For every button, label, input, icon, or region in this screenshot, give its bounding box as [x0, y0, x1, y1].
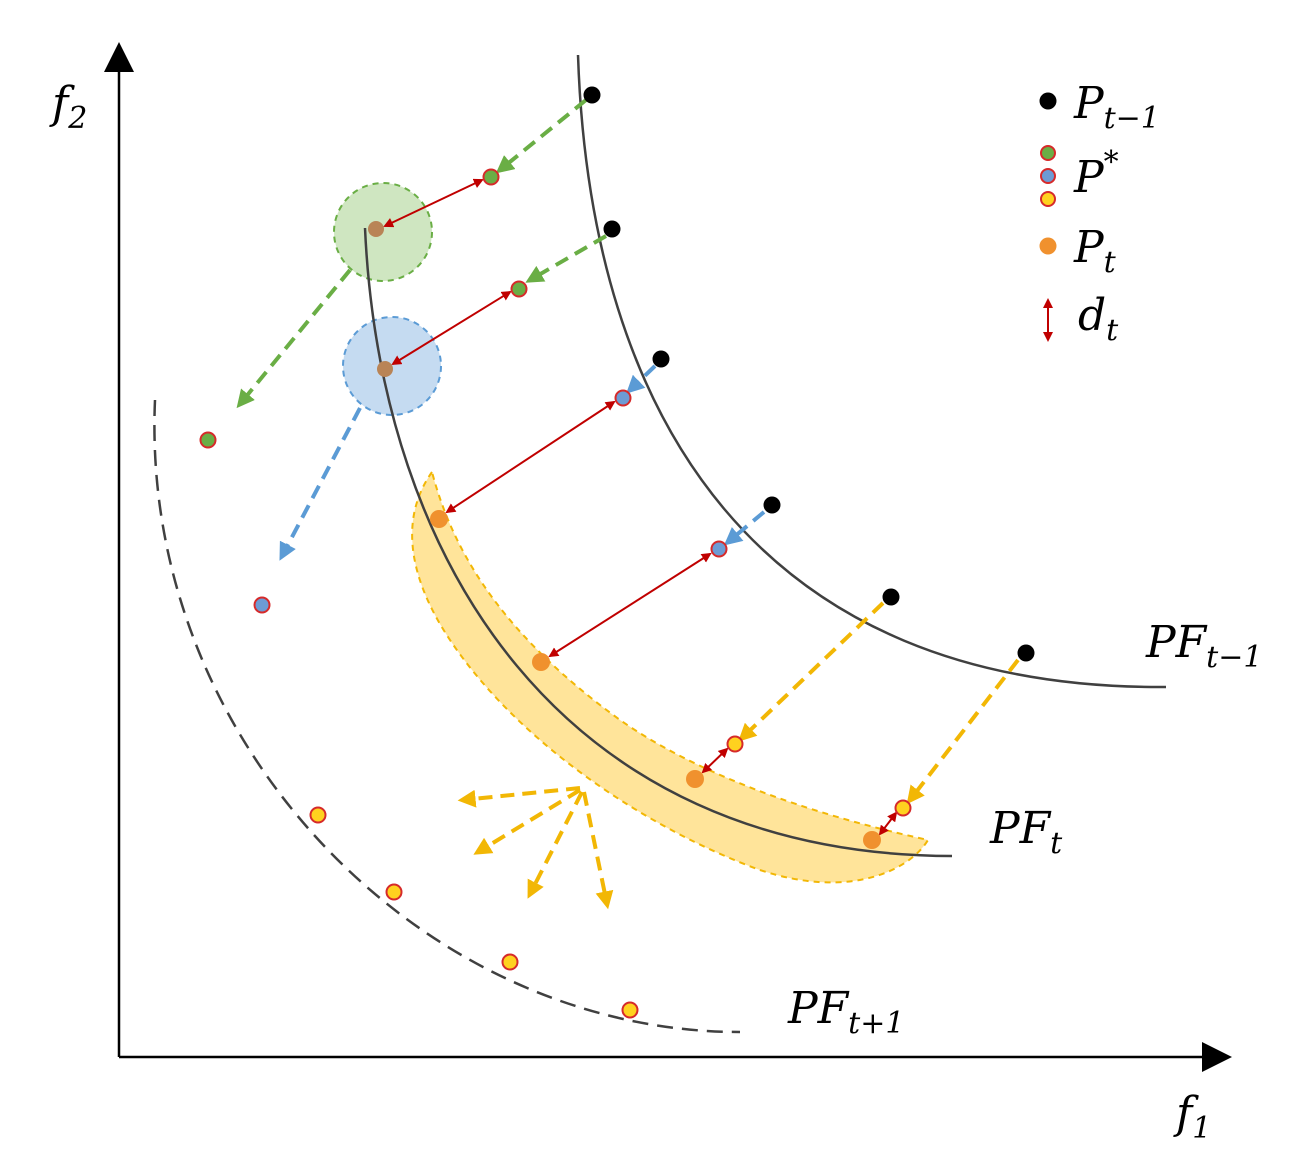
front-prev-curve	[576, 54, 1167, 689]
x-axis-label: f1	[1173, 1088, 1211, 1146]
yellow-burst-2	[473, 788, 582, 855]
prev-point	[583, 86, 601, 104]
blue-arrow-1	[626, 364, 657, 394]
green-move-arrows	[236, 98, 608, 409]
current-point	[863, 831, 881, 849]
predicted-point	[726, 735, 744, 753]
legend-current-marker	[1039, 237, 1057, 255]
predicted-point	[621, 1001, 639, 1019]
legend-predicted-green-marker	[1040, 145, 1056, 161]
current-point	[430, 510, 448, 528]
legend-predicted-yellow-marker	[1040, 191, 1056, 207]
legend-prev-label: Pt−1	[1073, 78, 1160, 136]
predicted-yellow-points	[309, 735, 912, 1019]
legend-distance-label: dt	[1078, 290, 1119, 348]
distance-arrow-3	[445, 400, 616, 514]
green-arrow-3	[236, 268, 352, 409]
distance-arrow-2	[391, 290, 512, 366]
yellow-burst-4	[582, 791, 614, 910]
front-next-curve	[153, 399, 741, 1034]
y-axis-label: f2	[49, 78, 87, 136]
blue-arrow-2	[723, 510, 766, 546]
prev-population-points	[583, 86, 1035, 662]
yellow-burst-3	[527, 791, 584, 899]
distance-arrow-5	[701, 747, 729, 774]
current-point	[368, 221, 384, 237]
prev-point	[882, 588, 900, 606]
predicted-point	[482, 168, 500, 186]
predicted-point	[309, 806, 327, 824]
current-point	[532, 653, 550, 671]
legend-current-label: Pt	[1073, 222, 1117, 280]
yellow-arrow-1	[738, 601, 885, 742]
front-next-label: PFt+1	[787, 983, 904, 1041]
legend: Pt−1 P* Pt dt	[1039, 78, 1160, 348]
front-prev-label: PFt−1	[1145, 617, 1262, 675]
predicted-point	[385, 883, 403, 901]
distance-arrows	[383, 178, 898, 836]
green-arrow-1	[495, 98, 588, 174]
distance-arrow-1	[383, 178, 484, 228]
predicted-point	[199, 431, 217, 449]
legend-predicted-label: P*	[1073, 145, 1119, 203]
predicted-point	[894, 799, 912, 817]
distance-arrow-4	[548, 552, 712, 658]
blue-arrow-3	[279, 407, 362, 561]
prev-point	[603, 220, 621, 238]
predicted-point	[710, 540, 728, 558]
predicted-point	[501, 953, 519, 971]
predicted-blue-points	[253, 389, 728, 614]
current-point	[686, 770, 704, 788]
legend-predicted-blue-marker	[1040, 168, 1056, 184]
yellow-arrow-2	[906, 658, 1020, 805]
current-population-points	[368, 221, 881, 849]
predicted-point	[614, 389, 632, 407]
predicted-green-points	[199, 168, 528, 449]
predicted-point	[253, 596, 271, 614]
blue-move-arrows	[279, 364, 766, 561]
green-arrow-2	[525, 234, 608, 283]
legend-prev-marker	[1039, 92, 1057, 110]
prev-point	[1017, 644, 1035, 662]
yellow-move-arrows	[457, 601, 1020, 910]
prev-point	[763, 496, 781, 514]
front-curr-label: PFt	[989, 803, 1063, 861]
yellow-region	[411, 469, 930, 884]
current-point	[377, 361, 393, 377]
predicted-point	[510, 280, 528, 298]
yellow-burst-1	[457, 786, 581, 808]
prev-point	[652, 350, 670, 368]
distance-arrow-6	[878, 811, 898, 836]
